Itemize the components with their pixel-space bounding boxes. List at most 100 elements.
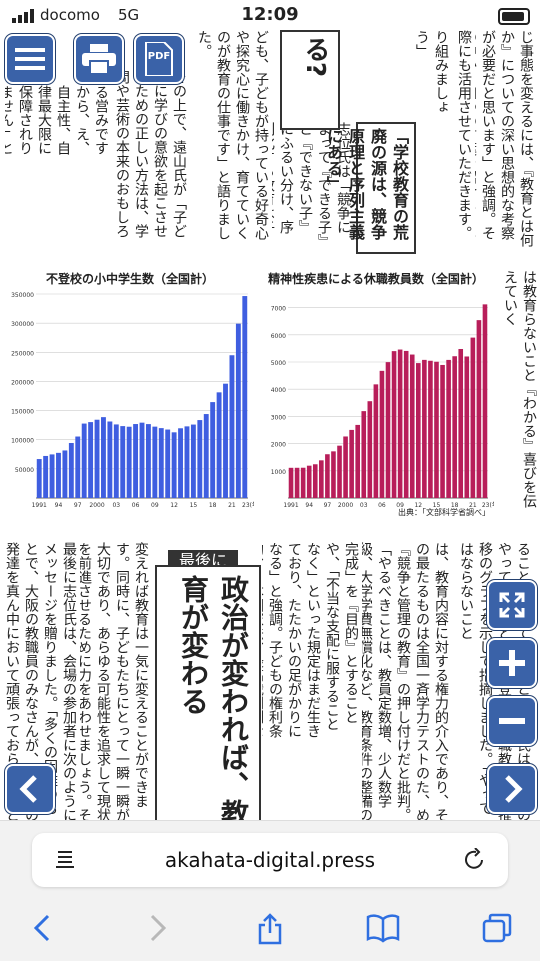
article-column: る営みですから、え、自主性、自律最大限に保障されりません」と語り: [5, 85, 109, 155]
bar: [440, 364, 445, 498]
x-tick-label: 94: [305, 502, 313, 509]
x-tick-label: 09: [396, 502, 404, 509]
bar: [349, 429, 354, 498]
bar: [476, 320, 482, 498]
bar: [120, 426, 126, 498]
bar: [428, 360, 433, 498]
menu-button[interactable]: [5, 34, 55, 84]
bar: [165, 429, 171, 498]
bar: [391, 351, 397, 498]
y-tick-label: 250000: [11, 350, 34, 357]
bar: [113, 424, 119, 498]
signal-icon: [12, 9, 34, 23]
clock: 12:09: [241, 4, 299, 25]
bar: [81, 423, 87, 498]
bar: [464, 356, 470, 498]
pdf-icon: PDF: [144, 42, 174, 76]
bar: [229, 355, 235, 498]
bar: [379, 370, 385, 498]
bar: [235, 323, 241, 498]
x-tick-label: 23(年): [242, 501, 254, 509]
bar: [43, 455, 49, 498]
bar: [325, 454, 330, 498]
pdf-label: PDF: [147, 51, 171, 62]
bar: [385, 362, 391, 498]
bar: [416, 363, 421, 498]
pdf-button[interactable]: PDF: [134, 34, 184, 84]
y-tick-label: 100000: [11, 438, 34, 445]
article-column: その上で、遠山氏が「子どもに学びの意欲を起こさせるための正しい方法は、学問や芸術…: [114, 70, 187, 238]
tabs-icon[interactable]: [482, 913, 512, 943]
y-tick-label: 1000: [271, 469, 286, 476]
bar: [197, 420, 203, 498]
y-tick-label: 7000: [271, 306, 286, 313]
bar: [331, 451, 336, 498]
bookmarks-icon[interactable]: [366, 913, 400, 943]
y-tick-label: 50000: [15, 467, 34, 474]
article-column: 完成」を『目的』とすることや、「不当な支配に服することなく」といった規定はまだ生…: [262, 542, 359, 738]
article-column: 最後に志位氏は、会場の参加者に次のようにメッセージを贈りました。「多くの困難のも…: [4, 542, 77, 820]
article-column: 際にも活用させていただきます。こうした教育を受けた子どもは社会に出たとき、『人の…: [456, 30, 472, 240]
bar: [288, 467, 294, 498]
bar: [306, 465, 312, 498]
back-icon[interactable]: [30, 913, 54, 943]
x-tick-label: 15: [433, 502, 441, 509]
section-heading: 「学校教育の荒廃の源は、競争原理と序列主義にある」: [324, 122, 416, 254]
y-tick-label: 5000: [271, 360, 286, 367]
bar: [36, 459, 42, 498]
bar: [300, 467, 306, 498]
bar: [210, 402, 216, 498]
menu-icon: [15, 48, 45, 70]
bar: [458, 348, 464, 498]
y-tick-label: 150000: [11, 409, 34, 416]
share-icon[interactable]: [256, 913, 284, 945]
status-bar: docomo 5G 12:09: [0, 0, 540, 30]
network-type: 5G: [118, 6, 140, 24]
bar: [216, 392, 222, 498]
bar: [446, 359, 451, 498]
bar: [242, 296, 248, 498]
url-text: akahata-digital.press: [164, 848, 376, 872]
bar: [397, 349, 403, 498]
article-column: 変えれば教育は一気に変えることができます。同時に、子どもたちにとって一瞬一瞬が大…: [80, 542, 149, 820]
x-tick-label: 97: [324, 502, 332, 509]
reload-icon[interactable]: [464, 848, 486, 872]
x-tick-label: 21: [228, 502, 236, 509]
x-tick-label: 03: [360, 502, 368, 509]
x-tick-label: 03: [112, 502, 120, 509]
chart-teacher-leave: 精神性疾患による休職教員数（全国計） 1000 2000 3000 4000 5000 6…: [258, 270, 494, 520]
print-button[interactable]: [74, 34, 124, 84]
source-note: 出典：「文部科学省調べ」: [398, 508, 490, 517]
y-tick-label: 4000: [271, 387, 286, 394]
next-page-button[interactable]: [487, 764, 537, 814]
zoom-out-button[interactable]: [487, 696, 537, 746]
bar: [343, 436, 348, 498]
bar: [94, 419, 100, 498]
chart-title: 不登校の小中学生数（全国計）: [45, 272, 214, 286]
bar: [355, 424, 360, 498]
x-tick-label: 1991: [283, 502, 298, 509]
bar: [184, 426, 190, 498]
prev-page-button[interactable]: [5, 764, 55, 814]
forward-icon[interactable]: [146, 913, 170, 943]
fit-page-button[interactable]: [487, 580, 537, 630]
reader-icon[interactable]: [54, 848, 76, 870]
zoom-in-button[interactable]: [487, 638, 537, 688]
chart-plot: 50000 100000 150000 200000 250000 300000 35000…: [11, 292, 254, 509]
minus-icon: [499, 718, 525, 724]
y-tick-label: 6000: [271, 333, 286, 340]
x-tick-label: 12: [414, 502, 422, 509]
bar: [319, 460, 324, 498]
x-tick-label: 06: [378, 502, 386, 509]
plus-icon: [499, 650, 525, 676]
x-tick-label: 06: [132, 502, 140, 509]
bar: [470, 337, 476, 498]
bar: [75, 436, 81, 498]
bar: [126, 426, 132, 498]
address-bar[interactable]: akahata-digital.press: [32, 833, 508, 887]
bar: [312, 464, 318, 498]
bar: [56, 452, 61, 498]
x-tick-label: 2000: [89, 502, 104, 509]
bar: [107, 421, 113, 498]
y-tick-label: 200000: [11, 379, 34, 386]
